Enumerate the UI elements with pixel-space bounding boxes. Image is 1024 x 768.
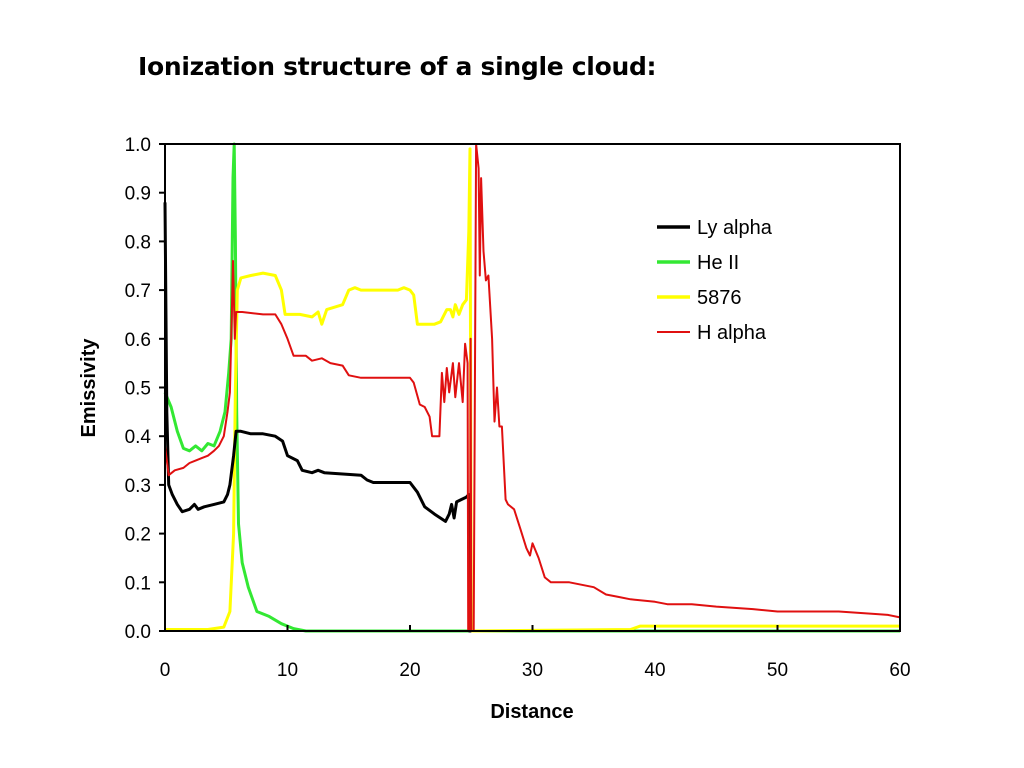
- y-tick-label: 0.9: [125, 184, 151, 205]
- y-tick-label: 0.7: [125, 281, 151, 302]
- x-tick-label: 10: [277, 660, 298, 681]
- legend: Ly alpha He II 5876 H alpha: [657, 217, 773, 344]
- y-tick-label: 0.0: [125, 622, 151, 643]
- y-tick-label: 0.1: [125, 573, 151, 594]
- y-tick-label: 0.2: [125, 525, 151, 546]
- legend-label-5876: 5876: [697, 287, 742, 309]
- page-title: Ionization structure of a single cloud:: [138, 52, 657, 81]
- y-tick-label: 0.4: [125, 427, 152, 448]
- y-tick-label: 0.8: [125, 232, 151, 253]
- legend-label-he-ii: He II: [697, 252, 739, 274]
- series-line-he-ii: [163, 142, 900, 633]
- y-tick-label: 0.3: [125, 476, 151, 497]
- series-line-5876: [165, 147, 900, 633]
- series-layer: [163, 142, 901, 633]
- x-tick-label: 0: [160, 660, 171, 681]
- y-tick-label: 0.5: [125, 379, 151, 400]
- x-tick-label: 20: [399, 660, 420, 681]
- legend-label-h-alpha: H alpha: [697, 322, 767, 344]
- axes-layer: 0 10 20 30 40 50 60 0.0 0.1 0.2 0.3 0.4 0.5 0.6 0.7 0.8…: [125, 135, 911, 681]
- x-axis-label: Distance: [490, 701, 573, 723]
- y-tick-label: 1.0: [125, 135, 151, 156]
- x-tick-label: 50: [767, 660, 788, 681]
- series-line-ly-alpha: [163, 202, 472, 633]
- x-tick-label: 40: [644, 660, 665, 681]
- plot-area: [164, 143, 901, 632]
- x-tick-label: 60: [889, 660, 910, 681]
- x-tick-label: 30: [522, 660, 543, 681]
- y-tick-label: 0.6: [125, 330, 151, 351]
- y-axis-label: Emissivity: [78, 338, 100, 438]
- legend-label-ly-alpha: Ly alpha: [697, 217, 773, 239]
- series-line-h-alpha: [164, 143, 901, 632]
